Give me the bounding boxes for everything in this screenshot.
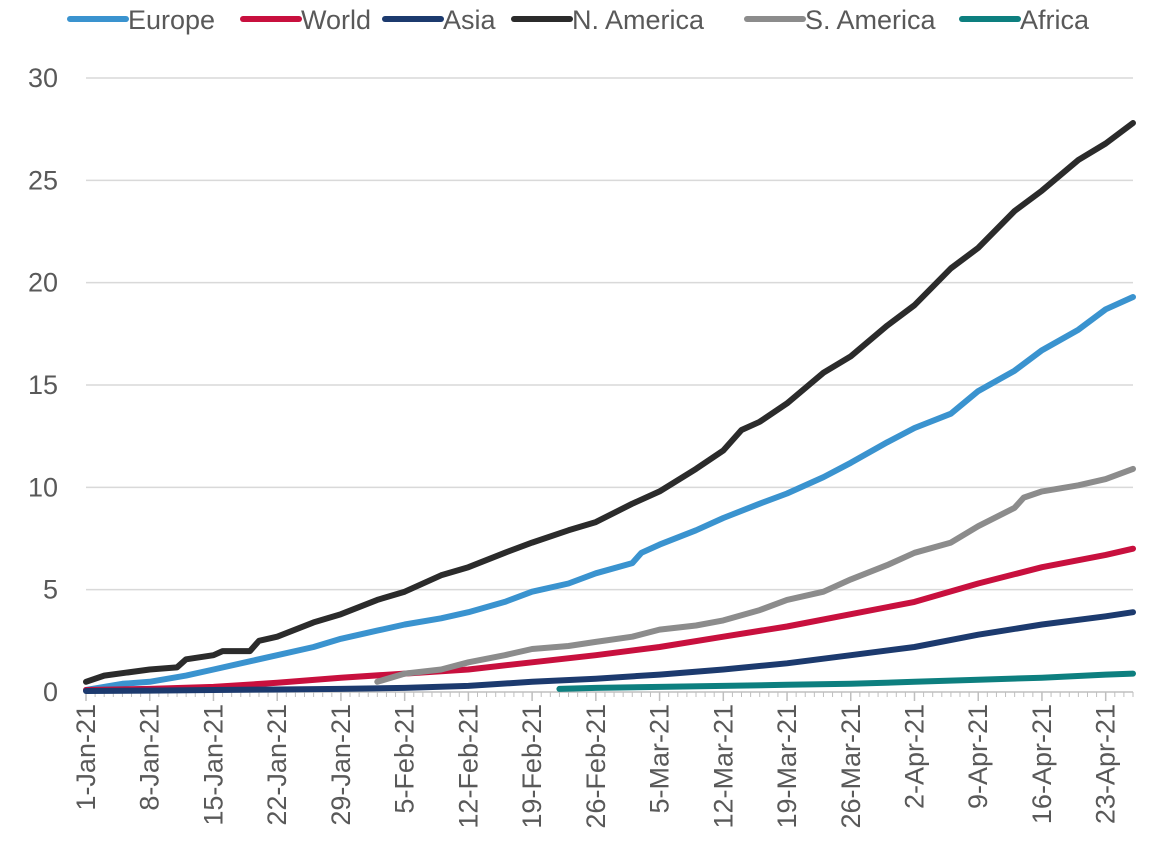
- series-line-n-america: [83, 120, 1136, 685]
- x-tick-label: 16-Apr-21: [1027, 704, 1057, 824]
- x-tick-label: 9-Apr-21: [963, 704, 993, 809]
- series-line-europe: [83, 294, 1136, 693]
- y-tick-label: 30: [28, 63, 58, 93]
- series-line-asia: [83, 609, 1136, 694]
- x-tick-label: 26-Mar-21: [836, 704, 866, 829]
- series-line-world: [83, 545, 1136, 693]
- legend: Europe World Asia N. America S. America Afric…: [67, 5, 1090, 35]
- y-tick-label: 10: [28, 472, 58, 502]
- y-tick-label: 0: [43, 677, 58, 707]
- series-lines: [83, 120, 1136, 694]
- legend-label: N. America: [572, 5, 705, 35]
- x-tick-label: 12-Mar-21: [708, 704, 738, 829]
- x-tick-label: 23-Apr-21: [1091, 704, 1121, 824]
- legend-item-asia: Asia: [382, 5, 497, 35]
- legend-label: Europe: [128, 5, 215, 35]
- legend-label: S. America: [805, 5, 937, 35]
- y-tick-label: 5: [43, 575, 58, 605]
- legend-item-africa: Africa: [959, 5, 1090, 35]
- legend-item-europe: Europe: [67, 5, 215, 35]
- x-tick-label: 22-Jan-21: [262, 704, 292, 826]
- x-tick-label: 29-Jan-21: [326, 704, 356, 826]
- legend-item-s-america: S. America: [744, 5, 937, 35]
- legend-label: Africa: [1020, 5, 1090, 35]
- x-tick-label: 15-Jan-21: [198, 704, 228, 826]
- x-tick-label: 26-Feb-21: [581, 704, 611, 829]
- x-tick-label: 19-Mar-21: [772, 704, 802, 829]
- series-line-s-america: [374, 465, 1136, 685]
- y-tick-label: 20: [28, 268, 58, 298]
- legend-label: World: [301, 5, 371, 35]
- x-tick-label: 1-Jan-21: [71, 704, 101, 811]
- y-tick-label: 15: [28, 370, 58, 400]
- series-line-africa: [556, 670, 1136, 692]
- y-tick-label: 25: [28, 165, 58, 195]
- legend-item-world: World: [240, 5, 371, 35]
- x-tick-label: 5-Mar-21: [645, 704, 675, 814]
- axes: 0 5 10 15 20 25 30 1-Jan-21 8-Jan-21 15-Jan-21 22-…: [28, 63, 1134, 829]
- x-tick-label: 19-Feb-21: [517, 704, 547, 829]
- legend-item-n-america: N. America: [511, 5, 705, 35]
- x-tick-label: 2-Apr-21: [899, 704, 929, 809]
- x-tick-label: 5-Feb-21: [390, 704, 420, 814]
- x-tick-label: 8-Jan-21: [135, 704, 165, 811]
- x-tick-label: 12-Feb-21: [453, 704, 483, 829]
- legend-label: Asia: [443, 5, 497, 35]
